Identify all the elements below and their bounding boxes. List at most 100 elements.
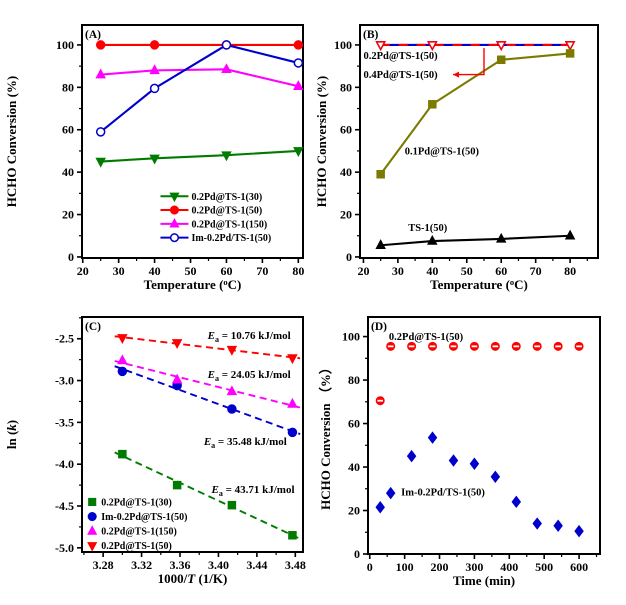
svg-text:0: 0 bbox=[346, 250, 352, 264]
legend: 0.2Pd@TS-1(30) 0.2Pd@TS-1(50) 0.2Pd@TS-1(1… bbox=[160, 192, 271, 244]
annotation: 0.4Pd@TS-1(50) bbox=[363, 70, 438, 81]
svg-text:0.2Pd@TS-1(50): 0.2Pd@TS-1(50) bbox=[191, 206, 262, 217]
svg-text:40: 40 bbox=[340, 165, 352, 179]
svg-text:3.28: 3.28 bbox=[93, 558, 114, 572]
annotation: Ea = 43.71 kJ/mol bbox=[211, 484, 295, 498]
axes: 0 100 200 300 400 500 600 0 20 40 60 80 100 Time (min… bbox=[318, 330, 598, 588]
plot-frame bbox=[367, 316, 601, 555]
svg-text:60: 60 bbox=[220, 264, 232, 278]
svg-text:60: 60 bbox=[62, 123, 74, 137]
legend: 0.2Pd@TS-1(30) Im-0.2Pd@TS-1(50) 0.2Pd@TS-… bbox=[87, 497, 187, 552]
svg-text:20: 20 bbox=[77, 264, 89, 278]
panel-label: (D) bbox=[371, 321, 387, 333]
svg-text:500: 500 bbox=[535, 560, 553, 574]
svg-text:0.2Pd@TS-1(30): 0.2Pd@TS-1(30) bbox=[101, 497, 172, 508]
svg-text:0: 0 bbox=[68, 250, 74, 264]
svg-text:30: 30 bbox=[392, 264, 404, 278]
svg-text:400: 400 bbox=[500, 560, 518, 574]
svg-text:3.32: 3.32 bbox=[131, 558, 152, 572]
x-axis-label: Temperature (oC) bbox=[144, 277, 242, 292]
y-axis-label: HCHO Conversion （%） bbox=[318, 361, 333, 510]
svg-text:80: 80 bbox=[340, 80, 352, 94]
svg-text:3.36: 3.36 bbox=[170, 558, 191, 572]
series-markers bbox=[117, 334, 298, 540]
svg-text:60: 60 bbox=[348, 417, 360, 431]
svg-text:80: 80 bbox=[62, 80, 74, 94]
svg-text:-2.5: -2.5 bbox=[55, 332, 74, 346]
panel-label: (C) bbox=[85, 321, 101, 333]
svg-text:0.2Pd@TS-1(50): 0.2Pd@TS-1(50) bbox=[101, 541, 172, 552]
chart-panel-d: 0 100 200 300 400 500 600 0 20 40 60 80 100 Time (min… bbox=[318, 316, 601, 588]
svg-text:40: 40 bbox=[62, 165, 74, 179]
annotation: Ea = 24.05 kJ/mol bbox=[207, 369, 291, 383]
y-axis-label: HCHO Conversion (%) bbox=[314, 76, 329, 207]
annotation: 0.1Pd@TS-1(50) bbox=[405, 146, 480, 157]
svg-text:3.40: 3.40 bbox=[208, 558, 229, 572]
series-lines bbox=[100, 43, 299, 163]
svg-text:100: 100 bbox=[342, 330, 360, 344]
svg-text:100: 100 bbox=[56, 38, 74, 52]
svg-text:40: 40 bbox=[426, 264, 438, 278]
svg-text:-3.0: -3.0 bbox=[55, 374, 74, 388]
svg-text:20: 20 bbox=[348, 504, 360, 518]
panel-label: (B) bbox=[363, 29, 379, 41]
svg-text:80: 80 bbox=[564, 264, 576, 278]
plot-frame bbox=[359, 24, 599, 259]
svg-text:80: 80 bbox=[292, 264, 304, 278]
y-axis-label: HCHO Conversion (%) bbox=[4, 76, 19, 207]
x-axis-label: 1000/T (1/K) bbox=[158, 571, 228, 586]
svg-text:-5.0: -5.0 bbox=[55, 541, 74, 555]
svg-text:-4.5: -4.5 bbox=[55, 499, 74, 513]
annotation: TS-1(50) bbox=[408, 223, 448, 234]
svg-text:60: 60 bbox=[340, 123, 352, 137]
svg-text:0: 0 bbox=[354, 547, 360, 561]
svg-text:Im-0.2Pd/TS-1(50): Im-0.2Pd/TS-1(50) bbox=[191, 233, 271, 244]
svg-text:0.2Pd@TS-1(150): 0.2Pd@TS-1(150) bbox=[191, 219, 267, 230]
svg-text:40: 40 bbox=[348, 460, 360, 474]
svg-text:50: 50 bbox=[461, 264, 473, 278]
series-lines bbox=[379, 43, 571, 247]
plot-frame bbox=[81, 316, 304, 553]
series-markers bbox=[95, 40, 304, 168]
svg-text:3.48: 3.48 bbox=[285, 558, 306, 572]
svg-text:80: 80 bbox=[348, 373, 360, 387]
svg-text:70: 70 bbox=[256, 264, 268, 278]
annotation: 0.2Pd@TS-1(50) bbox=[389, 332, 464, 343]
svg-text:60: 60 bbox=[495, 264, 507, 278]
svg-text:0.2Pd@TS-1(30): 0.2Pd@TS-1(30) bbox=[191, 192, 262, 203]
plot-frame bbox=[81, 24, 304, 259]
svg-text:100: 100 bbox=[334, 38, 352, 52]
svg-text:50: 50 bbox=[185, 264, 197, 278]
chart-panel-b: 20 30 40 50 60 70 80 0 20 40 60 80 100 Temperature (o… bbox=[314, 24, 599, 292]
y-axis-label: ln (k) bbox=[4, 420, 19, 449]
panel-label: (A) bbox=[85, 29, 101, 41]
svg-text:600: 600 bbox=[570, 560, 588, 574]
svg-text:200: 200 bbox=[431, 560, 449, 574]
svg-text:0.2Pd@TS-1(150): 0.2Pd@TS-1(150) bbox=[101, 527, 177, 538]
svg-text:Im-0.2Pd@TS-1(50): Im-0.2Pd@TS-1(50) bbox=[101, 512, 187, 523]
svg-text:20: 20 bbox=[340, 208, 352, 222]
series-markers bbox=[375, 341, 584, 538]
annotation: Ea = 10.76 kJ/mol bbox=[207, 330, 291, 344]
svg-text:40: 40 bbox=[149, 264, 161, 278]
annotation: Im-0.2Pd/TS-1(50) bbox=[401, 488, 485, 499]
svg-text:0: 0 bbox=[367, 560, 373, 574]
svg-text:100: 100 bbox=[396, 560, 414, 574]
svg-text:3.44: 3.44 bbox=[246, 558, 267, 572]
svg-text:20: 20 bbox=[62, 208, 74, 222]
annotation: Ea = 35.48 kJ/mol bbox=[203, 436, 287, 450]
svg-text:20: 20 bbox=[357, 264, 369, 278]
svg-text:-3.5: -3.5 bbox=[55, 415, 74, 429]
chart-panel-c: 3.28 3.32 3.36 3.40 3.44 3.48 -2.5 -3.0 -3.5 -4.0… bbox=[4, 316, 306, 586]
x-axis-label: Temperature (oC) bbox=[430, 277, 528, 292]
series-lines bbox=[114, 335, 301, 540]
x-axis-label: Time (min) bbox=[453, 573, 515, 588]
annotation: 0.2Pd@TS-1(50) bbox=[363, 51, 438, 62]
series-markers bbox=[375, 41, 576, 250]
annotation-arrow bbox=[452, 48, 485, 76]
svg-text:300: 300 bbox=[465, 560, 483, 574]
